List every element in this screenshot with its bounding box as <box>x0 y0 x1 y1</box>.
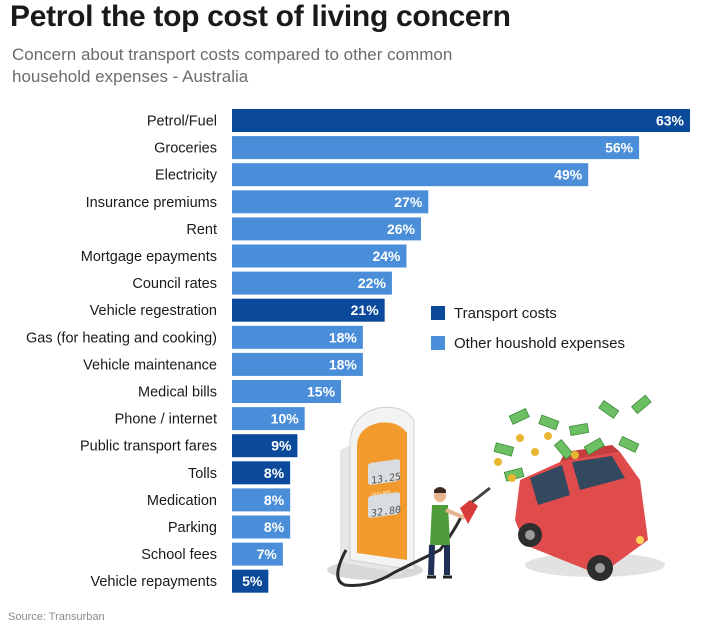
value-label: 8% <box>264 492 285 508</box>
value-label: 27% <box>394 194 423 210</box>
value-label: 24% <box>372 248 401 264</box>
bar <box>232 109 690 132</box>
pump-reading-top: 13.25 <box>371 472 401 487</box>
value-label: 10% <box>271 411 300 427</box>
chart-title: Petrol the top cost of living concern <box>10 0 511 33</box>
category-label: Rent <box>186 222 217 238</box>
legend-item-other: Other houshold expenses <box>431 328 625 358</box>
source-note: Source: Transurban <box>8 611 105 623</box>
chart-subtitle: Concern about transport costs compared t… <box>12 45 453 86</box>
value-label: 56% <box>605 140 634 156</box>
pump-small-label: DOLLARS <box>372 489 391 497</box>
value-label: 22% <box>358 275 387 291</box>
value-label: 26% <box>387 221 416 237</box>
value-label: 49% <box>554 167 583 183</box>
category-label: Public transport fares <box>80 439 217 455</box>
value-label: 7% <box>257 546 278 562</box>
bar <box>232 352 363 376</box>
fuel-nozzle-tip <box>471 486 491 504</box>
bar <box>232 515 291 539</box>
bar <box>232 461 291 485</box>
category-label: Petrol/Fuel <box>147 114 217 130</box>
bar <box>232 136 640 160</box>
bar <box>232 217 422 241</box>
bar <box>232 271 392 295</box>
bar <box>232 488 291 512</box>
bar <box>232 569 269 593</box>
bar <box>232 325 363 349</box>
legend-label-other: Other houshold expenses <box>454 334 625 352</box>
value-label: 5% <box>242 573 263 589</box>
value-label: 8% <box>264 519 285 535</box>
bar <box>232 244 407 268</box>
category-label: Phone / internet <box>115 412 217 428</box>
category-label: Council rates <box>132 276 217 292</box>
bar <box>232 298 385 322</box>
category-label: Insurance premiums <box>86 195 217 211</box>
car-figure <box>515 445 665 581</box>
legend: Transport costs Other houshold expenses <box>431 298 625 358</box>
category-label: Vehicle maintenance <box>83 357 217 373</box>
category-label: Vehicle repayments <box>90 574 217 590</box>
category-label: Groceries <box>154 141 217 157</box>
pump-panel <box>357 422 407 560</box>
legend-label-transport: Transport costs <box>454 304 557 322</box>
pump-display-bottom <box>368 492 400 518</box>
category-label: Medical bills <box>138 385 217 401</box>
fuel-nozzle <box>460 500 478 524</box>
bar <box>232 190 429 214</box>
bar <box>232 163 589 187</box>
category-label: Vehicle regestration <box>90 303 217 319</box>
bar <box>232 542 283 566</box>
category-label: Electricity <box>155 168 218 184</box>
category-label: School fees <box>141 547 217 563</box>
value-label: 63% <box>656 113 685 129</box>
legend-swatch-other <box>431 336 445 350</box>
value-label: 18% <box>329 329 358 345</box>
category-label: Tolls <box>188 466 217 482</box>
money-bills <box>493 394 652 482</box>
category-label: Parking <box>168 520 217 536</box>
value-label: 15% <box>307 384 336 400</box>
value-label: 18% <box>329 356 358 372</box>
bar <box>232 380 342 403</box>
bar <box>232 407 305 431</box>
pump-display-top <box>368 459 400 485</box>
legend-swatch-transport <box>431 306 445 320</box>
bar <box>232 434 298 458</box>
value-label: 21% <box>351 302 380 318</box>
person-figure <box>427 487 466 579</box>
category-label: Mortgage epayments <box>81 249 217 265</box>
category-label: Medication <box>147 493 217 509</box>
value-label: 8% <box>264 465 285 481</box>
coins <box>494 432 579 482</box>
pump-reading-bottom: 32.80 <box>371 505 401 520</box>
legend-item-transport: Transport costs <box>431 298 625 328</box>
category-label: Gas (for heating and cooking) <box>26 330 217 346</box>
value-label: 9% <box>271 438 292 454</box>
